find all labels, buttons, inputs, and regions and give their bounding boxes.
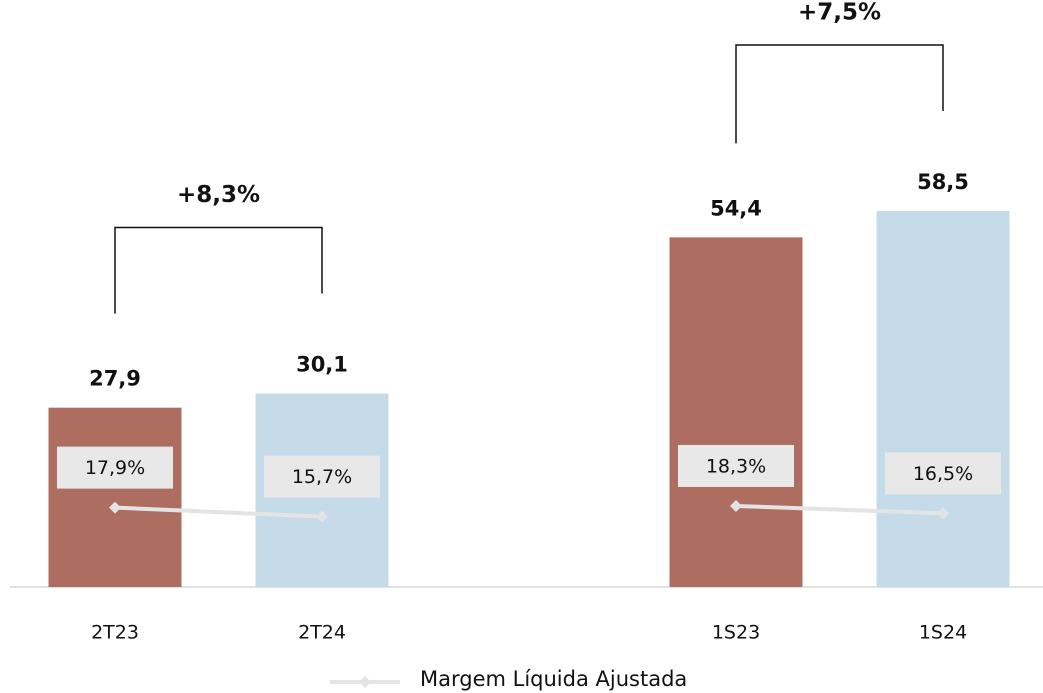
point-label: 17,9%	[85, 457, 145, 479]
point-label: 15,7%	[292, 466, 352, 488]
line-marker	[937, 507, 949, 520]
bar	[48, 407, 182, 587]
bracket	[114, 226, 323, 314]
line-marker	[730, 499, 742, 512]
x-tick-label: 2T23	[91, 622, 139, 644]
legend-label: Margem Líquida Ajustada	[420, 667, 687, 691]
point-label-box	[57, 446, 173, 489]
value-label: 30,1	[296, 353, 348, 377]
value-label: 27,9	[89, 367, 141, 391]
point-label: 16,5%	[913, 463, 973, 485]
point-label-box	[678, 444, 794, 487]
point-label-box	[885, 452, 1001, 495]
legend-marker	[359, 676, 371, 688]
point-label: 18,3%	[706, 455, 766, 477]
value-label: 54,4	[710, 196, 762, 220]
x-tick-label: 2T24	[298, 622, 346, 644]
x-tick-label: 1S24	[919, 622, 967, 644]
line-marker	[316, 510, 328, 523]
bracket	[735, 44, 944, 144]
line	[735, 503, 944, 516]
bar	[669, 237, 803, 587]
annotation: +8,3%	[177, 182, 260, 208]
line-marker	[109, 501, 121, 514]
value-label: 58,5	[917, 170, 969, 194]
point-label-box	[264, 455, 380, 498]
bar	[876, 211, 1010, 587]
annotation: +7,5%	[798, 0, 881, 26]
line	[114, 505, 323, 519]
x-tick-label: 1S23	[712, 622, 760, 644]
